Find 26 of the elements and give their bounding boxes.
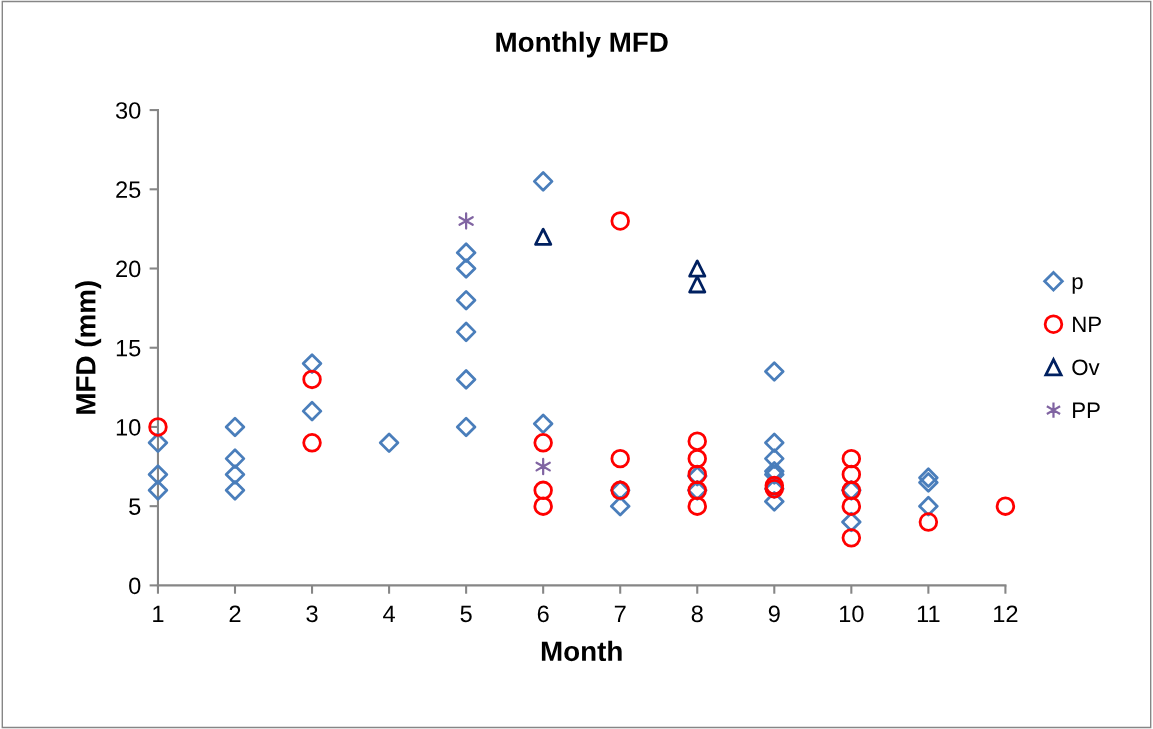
y-axis-title: MFD (mm) [75,281,102,414]
x-tick-label: 1 [153,605,164,622]
y-tick-label: 10 [116,419,141,436]
x-tick-label: 4 [383,605,395,622]
x-tick-label: 8 [691,605,703,623]
y-tick-label: 20 [116,260,141,278]
legend-label: p [1072,277,1083,294]
x-tick-label: 12 [994,605,1018,622]
y-tick-label: 25 [116,181,141,199]
x-tick-label: 9 [768,605,780,623]
chart-title: Monthly MFD [496,31,668,58]
x-tick-label: 6 [537,605,549,623]
x-tick-label: 3 [306,605,318,623]
y-tick-label: 30 [115,102,141,119]
x-tick-label: 10 [840,605,864,623]
legend-label: NP [1073,316,1101,333]
legend-label: PP [1073,402,1100,418]
legend-label: Ov [1072,359,1100,376]
x-tick-label: 11 [917,605,940,622]
y-tick-label: 5 [129,498,141,515]
y-tick-label: 15 [116,340,141,357]
y-tick-label: 0 [129,577,141,595]
x-tick-label: 2 [229,605,241,622]
x-tick-label: 7 [614,605,626,622]
x-axis-title: Month [541,640,622,662]
x-tick-label: 5 [460,605,472,623]
